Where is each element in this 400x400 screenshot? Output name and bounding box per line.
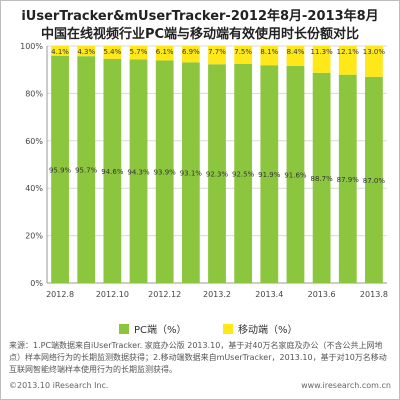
data-label-pc: 92.3%	[206, 171, 229, 179]
legend-swatch-mobile	[223, 323, 233, 334]
legend-item-pc: PC端（%）	[119, 321, 187, 336]
bar-segment-pc	[234, 63, 253, 284]
x-tick-label: 2013.6	[308, 290, 336, 299]
data-label-mobile: 8.1%	[260, 48, 278, 56]
data-label-mobile: 11.3%	[310, 48, 333, 56]
bar-segment-pc	[365, 76, 383, 283]
legend-label-mobile: 移动端（%）	[238, 325, 298, 336]
data-label-pc: 87.9%	[337, 176, 360, 184]
data-label-pc: 93.9%	[154, 169, 177, 177]
bar-segment-pc	[338, 74, 357, 283]
data-label-pc: 87.0%	[363, 177, 386, 185]
data-label-mobile: 4.1%	[51, 48, 69, 56]
bar-segment-mobile	[155, 46, 174, 61]
chart-legend: PC端（%） 移动端（%）	[1, 321, 399, 337]
y-tick-label: 100%	[20, 42, 43, 51]
bar-segment-mobile	[365, 46, 383, 77]
data-label-pc: 94.6%	[101, 168, 124, 176]
bar-segment-mobile	[129, 46, 148, 60]
bar-segment-pc	[51, 55, 69, 284]
data-label-mobile: 4.3%	[77, 48, 95, 56]
bar-segment-pc	[260, 65, 279, 284]
x-tick-label: 2013.8	[360, 290, 388, 299]
x-tick-label: 2013.2	[203, 290, 231, 299]
chart-title-line2: 中国在线视频行业PC端与移动端有效使用时长份额对比	[40, 27, 360, 42]
bar-segment-pc	[155, 60, 174, 283]
data-label-mobile: 13.0%	[363, 48, 386, 56]
x-tick-label: 2012.12	[148, 290, 181, 299]
data-label-pc: 91.9%	[258, 171, 281, 179]
legend-item-mobile: 移动端（%）	[223, 321, 298, 336]
stacked-bar-chart: 0% 20% 40% 60% 80% 100% 95.9% 4.1% 2012.8 95.7% 4.…	[20, 42, 388, 299]
bar-segment-mobile	[286, 46, 305, 66]
data-label-mobile: 8.4%	[287, 48, 305, 56]
bar-segment-mobile	[181, 46, 200, 63]
bar-segment-mobile	[312, 46, 331, 73]
bar-segment-mobile	[234, 46, 253, 64]
x-tick-label: 2012.8	[46, 290, 74, 299]
data-label-pc: 95.7%	[75, 167, 98, 175]
y-tick-label: 80%	[25, 89, 43, 98]
bar-segment-pc	[208, 64, 226, 284]
data-label-mobile: 12.1%	[337, 48, 360, 56]
x-tick-label: 2013.4	[255, 290, 283, 299]
bar-segment-mobile	[77, 46, 96, 57]
bar-segment-pc	[181, 62, 200, 284]
data-label-pc: 88.7%	[310, 175, 333, 183]
bar-segment-pc	[129, 59, 148, 283]
bar-segment-pc	[312, 72, 331, 283]
bar-segment-mobile	[338, 46, 357, 75]
bar-segment-mobile	[103, 46, 122, 59]
copyright-text: ©2013.10 iResearch Inc.	[9, 381, 109, 390]
data-label-mobile: 5.7%	[130, 48, 148, 56]
chart-title-line1: iUserTracker&mUserTracker-2012年8月-2013年8…	[21, 9, 379, 24]
bar-segment-pc	[286, 65, 305, 284]
y-tick-label: 60%	[25, 137, 43, 146]
y-tick-label: 20%	[25, 232, 43, 241]
bar-segment-mobile	[260, 46, 279, 66]
legend-label-pc: PC端（%）	[134, 325, 187, 336]
y-tick-label: 40%	[25, 184, 43, 193]
data-label-pc: 94.3%	[127, 168, 150, 176]
x-tick-label: 2012.10	[96, 290, 129, 299]
data-label-pc: 93.1%	[180, 170, 203, 178]
data-label-pc: 95.9%	[49, 166, 72, 174]
data-label-mobile: 7.5%	[234, 48, 252, 56]
data-label-mobile: 5.4%	[103, 48, 121, 56]
legend-swatch-pc	[119, 323, 129, 334]
bar-segment-mobile	[51, 46, 69, 56]
data-label-mobile: 6.1%	[156, 48, 174, 56]
bar-segment-mobile	[208, 46, 226, 65]
data-label-pc: 92.5%	[232, 170, 255, 178]
website-url: www.iresearch.com.cn	[301, 381, 391, 390]
y-tick-label: 0%	[30, 279, 43, 288]
data-label-pc: 91.6%	[284, 171, 307, 179]
bar-segment-pc	[77, 56, 96, 284]
data-label-mobile: 6.9%	[182, 48, 200, 56]
bar-segment-pc	[103, 58, 122, 283]
data-label-mobile: 7.7%	[208, 48, 226, 56]
source-note: 来源：1.PC端数据来自iUserTracker. 家庭办公版 2013.10，…	[9, 341, 387, 374]
